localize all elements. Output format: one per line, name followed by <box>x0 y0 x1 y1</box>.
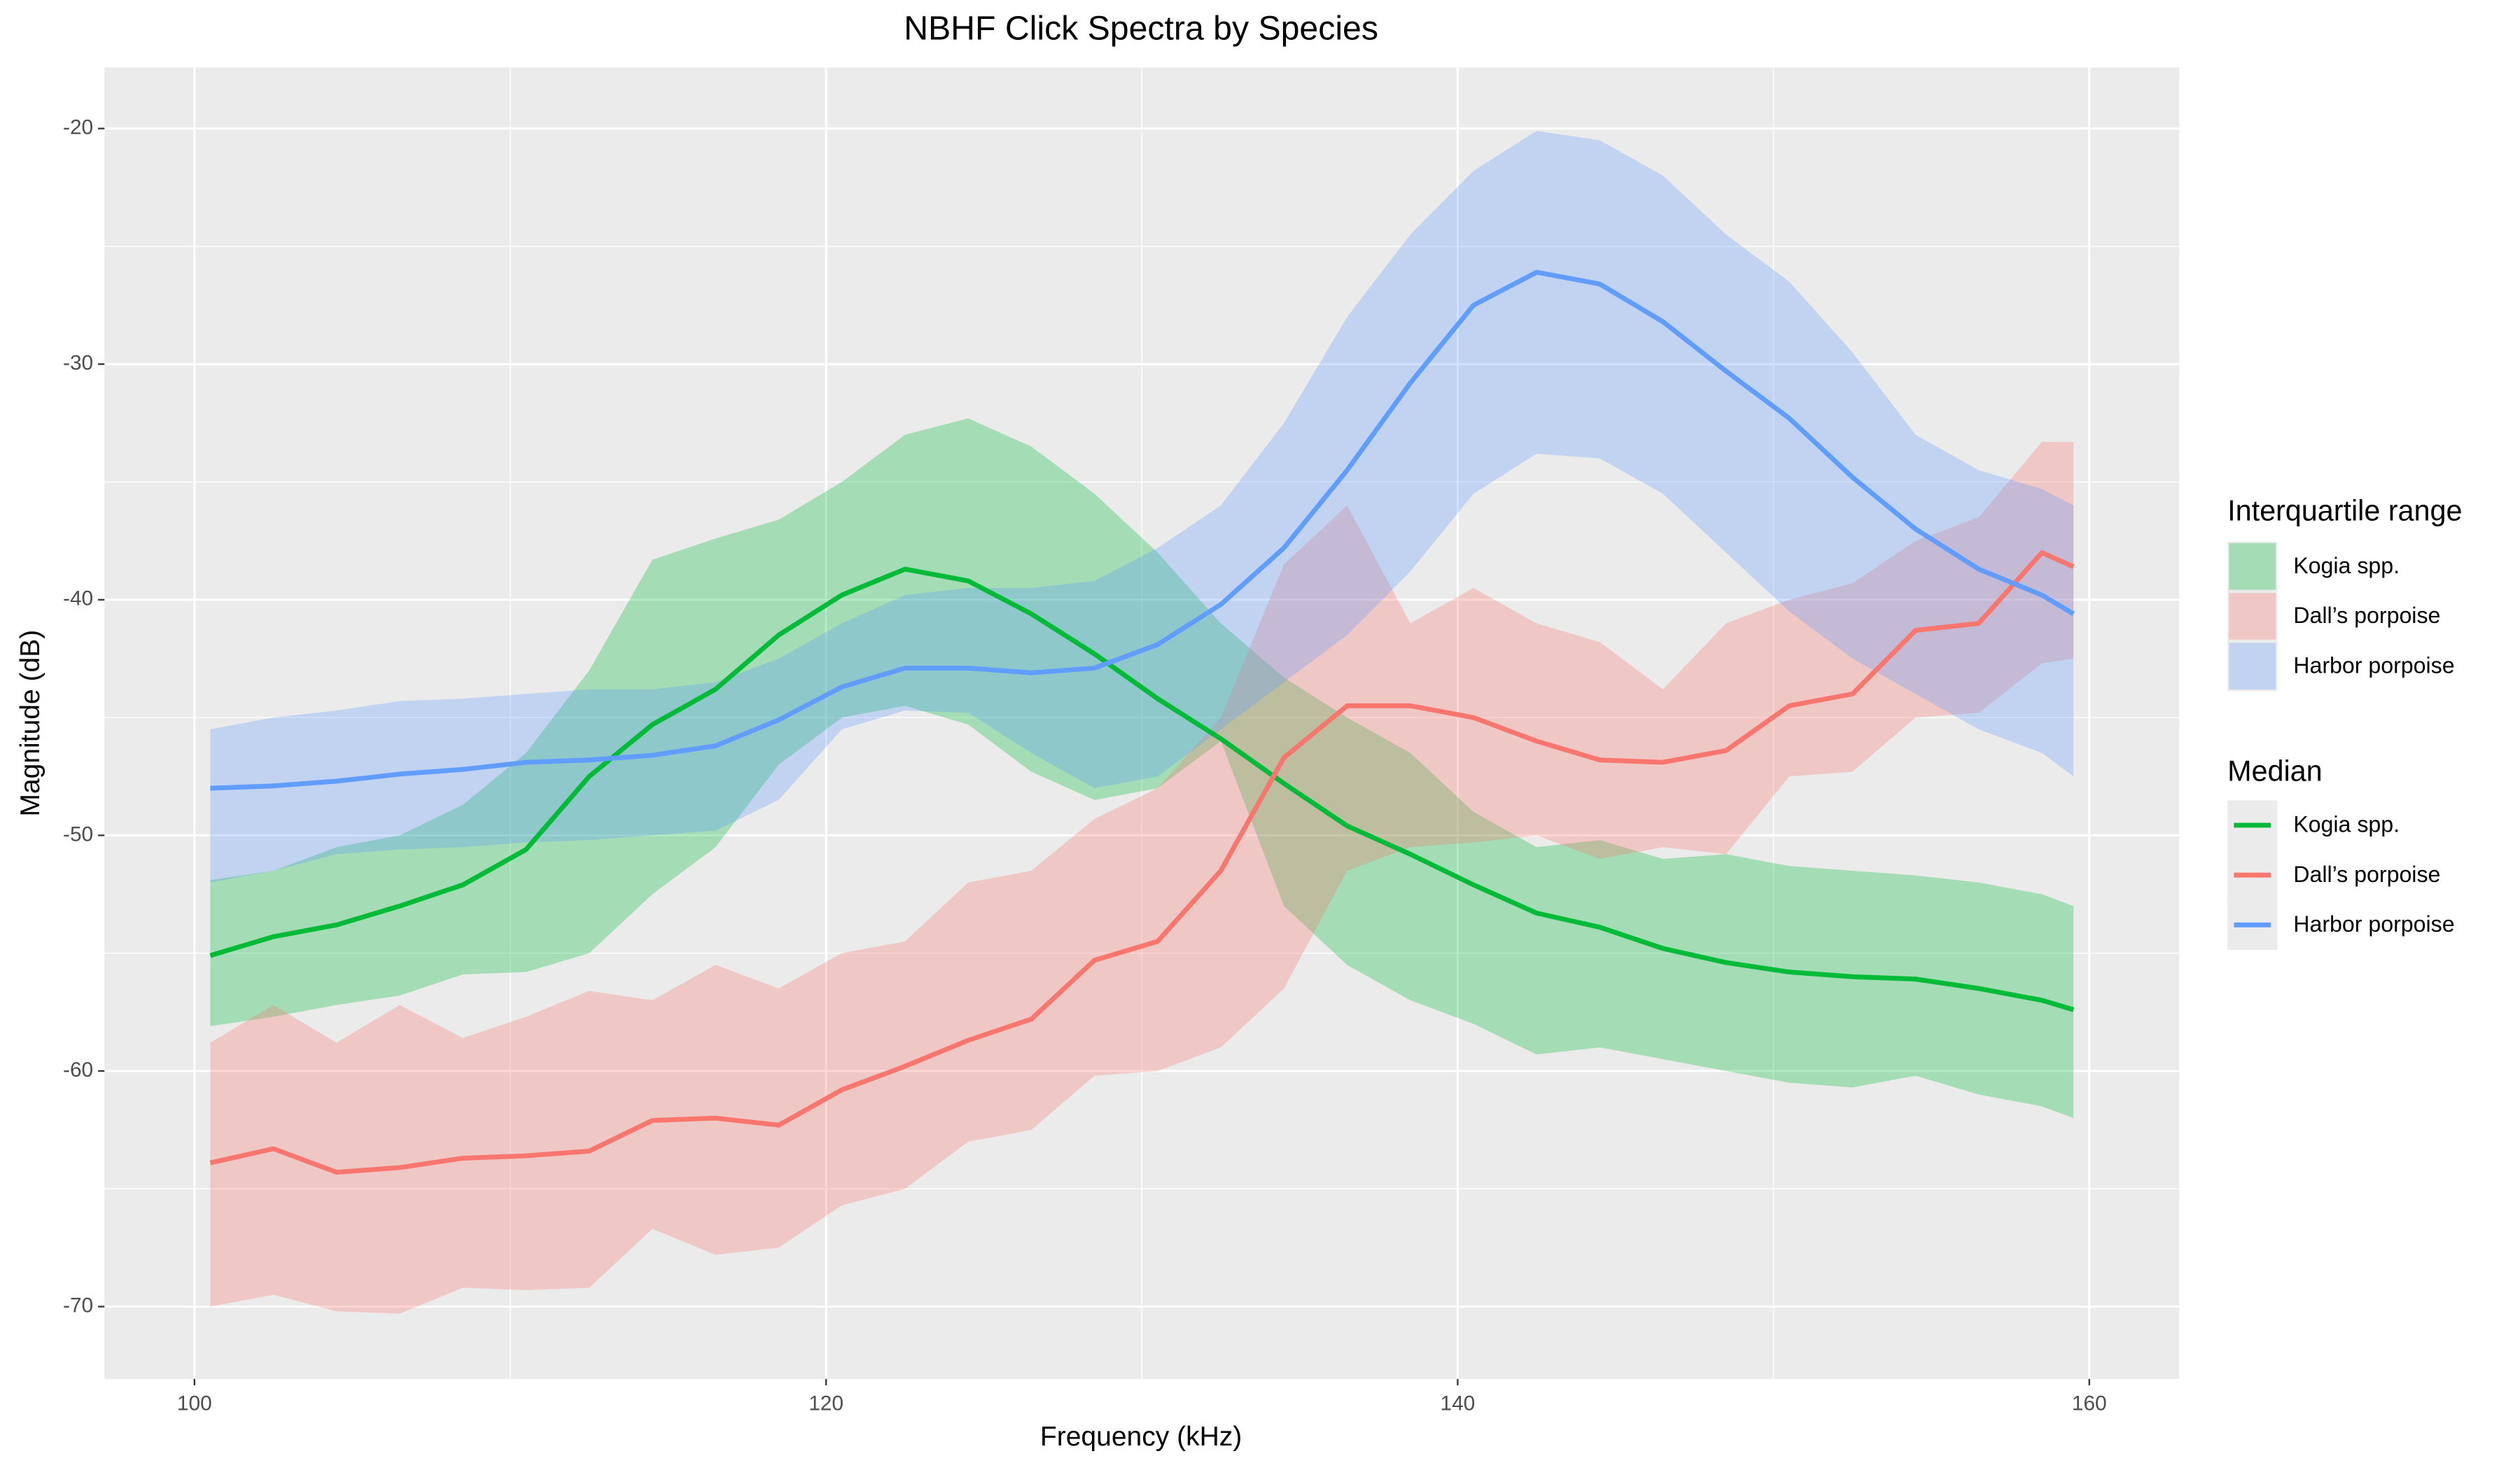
y-tick-label: -70 <box>63 1294 93 1317</box>
y-tick-label: -50 <box>63 822 93 846</box>
median-line <box>209 566 2075 1012</box>
legend-key-bg <box>2227 541 2278 592</box>
legend-key-bg <box>2227 641 2278 692</box>
legend-label: Dall’s porpoise <box>2293 862 2440 887</box>
x-tick-label: 100 <box>177 1392 212 1415</box>
legend: Kogia spp. Kogia spp. Dall’s porpoise Dall’… <box>2227 541 2455 950</box>
y-tick-label: -60 <box>63 1058 93 1082</box>
x-tick-label: 160 <box>2072 1392 2107 1415</box>
legend-label: Kogia spp. <box>2293 812 2400 837</box>
y-tick-label: -40 <box>63 587 93 610</box>
legend-title: Median <box>2227 755 2322 787</box>
legend-swatch <box>2229 543 2276 590</box>
legend-label: Kogia spp. <box>2293 553 2400 578</box>
iqr-ribbon <box>210 442 2074 1314</box>
legend-title: Interquartile range <box>2227 494 2462 526</box>
x-axis-title: Frequency (kHz) <box>1040 1422 1242 1452</box>
iqr-ribbon <box>210 130 2074 883</box>
y-axis-title: Magnitude (dB) <box>15 630 46 817</box>
iqr-ribbon <box>210 418 2074 1119</box>
plot-area <box>209 130 2075 1314</box>
median-line <box>209 550 2075 1175</box>
legend-swatch <box>2229 643 2276 690</box>
x-tick-label: 120 <box>808 1392 844 1415</box>
legend-label: Harbor porpoise <box>2293 911 2454 937</box>
x-tick-label: 140 <box>1441 1392 1476 1415</box>
y-tick-label: -30 <box>63 351 93 374</box>
legend-label: Harbor porpoise <box>2293 652 2454 678</box>
median-line <box>210 270 2075 791</box>
legend-label: Dall’s porpoise <box>2293 603 2440 628</box>
legend-key-bg <box>2227 591 2278 642</box>
grid <box>104 67 2180 1379</box>
legend-swatch <box>2229 593 2276 640</box>
y-tick-label: -20 <box>63 115 93 139</box>
chart-title: NBHF Click Spectra by Species <box>904 9 1378 47</box>
